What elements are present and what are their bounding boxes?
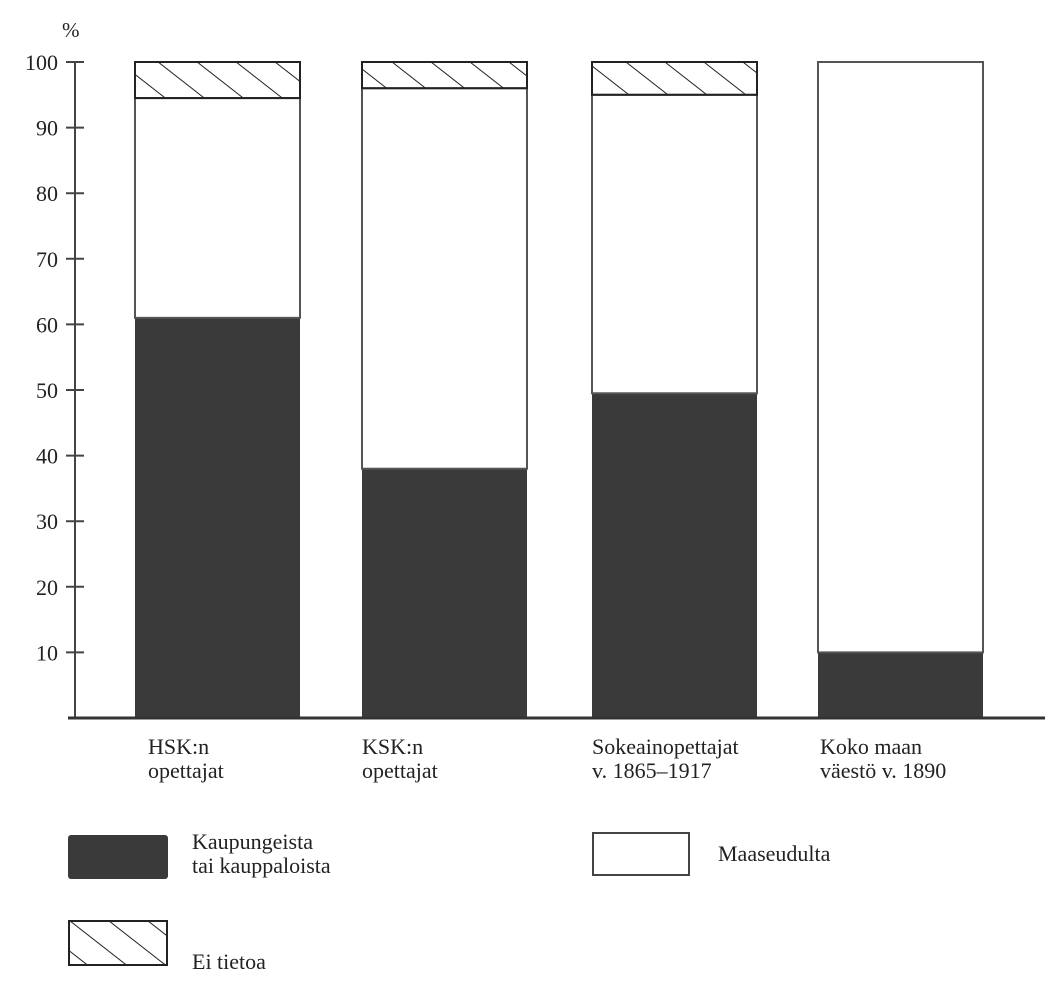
y-tick-label: 70 (36, 247, 58, 272)
y-tick-label: 90 (36, 116, 58, 141)
bar-segment-urban (135, 317, 300, 718)
x-category-label: KSK:n opettajat (362, 734, 438, 783)
y-axis-ticks: 10 20 30 40 50 60 70 80 90 100 (25, 50, 84, 665)
bars (134, 61, 984, 718)
bar-segment-rural (134, 97, 301, 319)
x-category-label: HSK:n opettajat (148, 734, 224, 783)
bar-segment-urban (592, 393, 757, 718)
bar-segment-rural (817, 61, 984, 654)
y-tick-label: 40 (36, 444, 58, 469)
bar-segment-urban (818, 652, 983, 718)
legend-swatch-urban (68, 835, 168, 879)
legend-label-unknown: Ei tietoa (192, 949, 266, 974)
bar-segment-unknown (134, 61, 301, 100)
legend-label-urban: Kaupungeista tai kauppaloista (192, 829, 331, 878)
y-tick-label: 80 (36, 181, 58, 206)
bar-segment-urban (362, 468, 527, 718)
y-tick-label: 60 (36, 312, 58, 337)
legend-swatch-unknown (68, 920, 168, 966)
y-tick-label: 30 (36, 509, 58, 534)
bar-segment-rural (591, 93, 758, 395)
x-category-label: Koko maan väestö v. 1890 (820, 734, 947, 783)
bar-segment-rural (361, 87, 528, 470)
y-axis-unit-label: % (62, 18, 80, 42)
bar-segment-unknown (361, 61, 528, 90)
legend-swatch-rural (592, 832, 690, 876)
bar-segment-unknown (591, 61, 758, 96)
x-category-label: Sokeainopettajat v. 1865–1917 (592, 734, 739, 783)
y-tick-label: 20 (36, 575, 58, 600)
y-tick-label: 100 (25, 50, 58, 75)
y-tick-label: 10 (36, 640, 58, 665)
legend-label-rural: Maaseudulta (718, 841, 831, 866)
y-tick-label: 50 (36, 378, 58, 403)
